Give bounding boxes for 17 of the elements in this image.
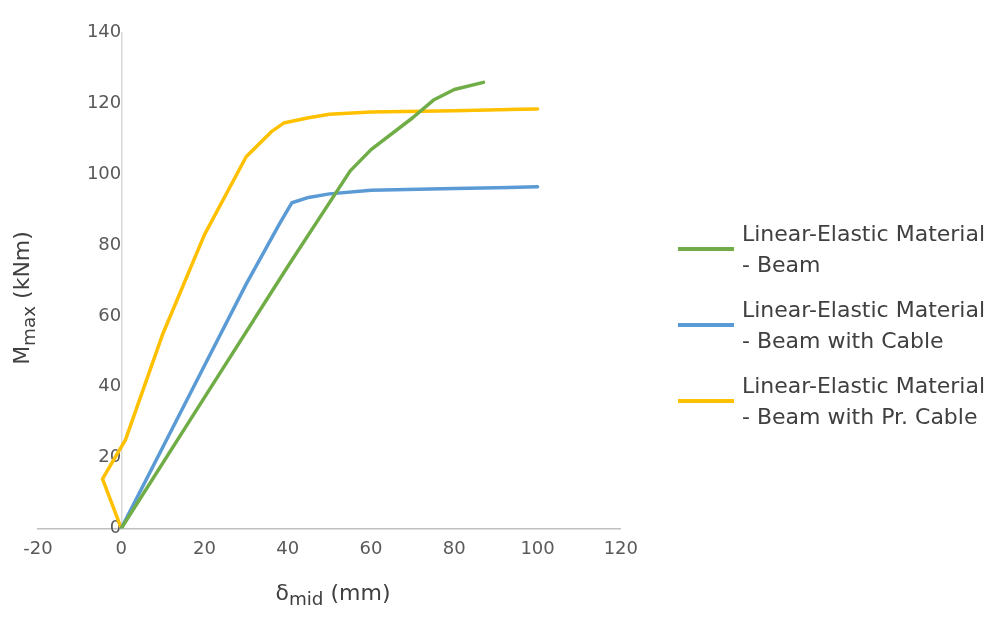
y-tick-label: 80	[98, 232, 122, 254]
y-tick-label: 120	[86, 91, 122, 113]
y-tick-label: 40	[98, 374, 122, 396]
legend-label: Linear-Elastic Material - Beam with Cable	[742, 296, 987, 355]
x-tick-label: 100	[520, 536, 555, 558]
y-tick-label: 100	[86, 162, 122, 184]
legend-label: Linear-Elastic Material - Beam with Pr. Cable	[742, 372, 987, 431]
x-tick-label: 120	[603, 536, 638, 558]
x-tick-label: 80	[442, 536, 466, 558]
x-tick-label: -20	[23, 536, 53, 558]
x-tick-label: 60	[359, 536, 383, 558]
x-tick-label: 40	[276, 536, 300, 558]
y-tick-label: 140	[86, 20, 122, 42]
x-tick-label: 20	[193, 536, 216, 558]
legend-label: Linear-Elastic Material - Beam	[742, 220, 987, 279]
y-tick-label: 60	[98, 303, 122, 325]
x-axis-title: δ$_{mid}$ (mm)	[274, 580, 392, 610]
